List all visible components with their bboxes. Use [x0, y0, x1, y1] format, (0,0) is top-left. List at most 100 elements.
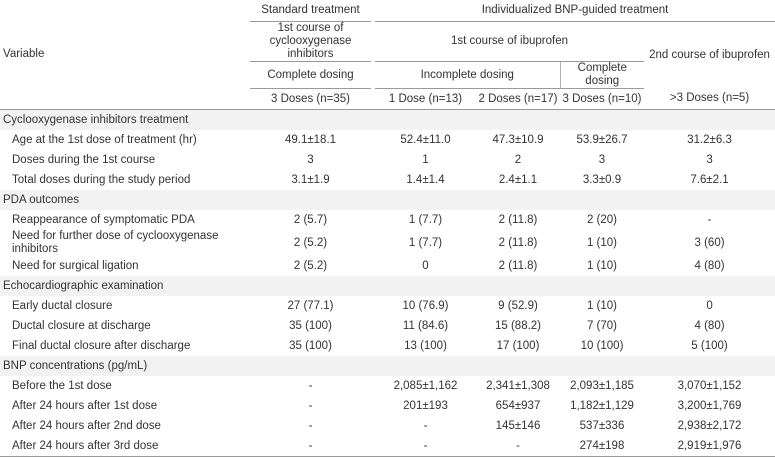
row-label: Ductal closure at discharge	[12, 319, 151, 332]
table-body: Cyclooxygenase inhibitors treatment Age a…	[0, 109, 775, 457]
table-cell: 2	[514, 153, 522, 166]
table-cell: 1.4±1.4	[406, 173, 445, 186]
section-row: PDA outcomes	[0, 190, 775, 210]
row-label: After 24 hours after 2nd dose	[12, 419, 161, 432]
table-cell: 31.2±6.3	[687, 133, 732, 146]
table-cell: 3.3±0.9	[582, 173, 622, 186]
ibuprofen-course1-header: 1st course of ibuprofen	[375, 21, 644, 62]
complete-dosing-header: Complete dosing	[559, 61, 644, 89]
table-cell: 201±193	[403, 399, 448, 412]
section-row: BNP concentrations (pg/mL)	[0, 356, 775, 376]
table-row: After 24 hours after 3rd dose - - -274±198 2…	[0, 436, 775, 457]
section-title: Echocardiographic examination	[0, 276, 775, 296]
table-row: Total doses during the study period 3.1±1…	[0, 170, 775, 190]
table-cell: -	[308, 419, 313, 432]
table-cell: 0	[706, 299, 713, 312]
table-cell: 2 (20)	[586, 213, 618, 226]
row-label: Reappearance of symptomatic PDA	[12, 213, 195, 226]
table-cell: 654±937	[495, 399, 541, 412]
std-course-header: 1st course of cyclooxygenase inhibitors	[250, 21, 371, 62]
table-cell: 1 (10)	[586, 299, 618, 312]
table-cell: 15 (88.2)	[494, 319, 542, 332]
table-header: Variable Standard treatment Individualiz…	[0, 0, 775, 110]
table-cell: -	[250, 436, 371, 457]
table-cell: 2 (11.8)	[498, 259, 538, 272]
table-cell: 52.4±11.0	[400, 133, 451, 146]
standard-treatment-header: Standard treatment	[250, 0, 371, 22]
table-cell: 3,200±1,769	[677, 399, 742, 412]
std-dosing-header: Complete dosing	[250, 61, 371, 89]
row-label: Total doses during the study period	[12, 173, 191, 186]
table-row: After 24 hours after 1st dose - 201±193 654…	[0, 396, 775, 416]
table-cell: 145±146	[495, 419, 541, 432]
table-cell: 2,938±2,172	[677, 419, 742, 432]
table-cell: 2 (5.7)	[293, 213, 328, 226]
incomplete-dosing-header: Incomplete dosing	[375, 61, 560, 89]
section-row: Cyclooxygenase inhibitors treatment	[0, 109, 775, 130]
table-cell: 3 (60)	[694, 236, 725, 249]
table-cell: 17 (100)	[496, 339, 540, 352]
table-cell: 2 (11.8)	[498, 236, 538, 249]
table-cell: -	[308, 399, 313, 412]
table-cell: 2,341±1,308	[486, 379, 550, 392]
table-cell: 4 (80)	[694, 259, 725, 272]
table-row: Ductal closure at discharge 35 (100) 11 (8…	[0, 316, 775, 336]
individualized-treatment-header: Individualized BNP-guided treatment	[375, 0, 775, 22]
group-header: 2 Doses (n=17)	[476, 88, 560, 110]
table-cell: 35 (100)	[289, 339, 332, 352]
table-cell: 2 (5.2)	[293, 236, 328, 249]
table-cell: -	[707, 213, 712, 226]
group-header: >3 Doses (n=5)	[644, 88, 775, 110]
table-cell: 11 (84.6)	[402, 319, 449, 332]
table-cell: 2,093±1,185	[570, 379, 634, 392]
table-cell: -	[308, 379, 313, 392]
table-cell: 10 (100)	[580, 339, 624, 352]
section-title: BNP concentrations (pg/mL)	[0, 356, 775, 376]
table-cell: -	[375, 436, 476, 457]
table-cell: 9 (52.9)	[498, 299, 538, 312]
section-row: Echocardiographic examination	[0, 276, 775, 296]
row-label: Final ductal closure after discharge	[12, 339, 191, 352]
table-cell: 2,085±1,162	[393, 379, 458, 392]
table-cell: 1	[422, 153, 429, 166]
table-cell: 2 (5.2)	[293, 259, 328, 272]
table-cell: 4 (80)	[694, 319, 725, 332]
table-cell: 13 (100)	[404, 339, 447, 352]
table-row: Need for further dose of cyclooxygenase …	[0, 230, 775, 256]
table-cell: -	[476, 436, 560, 457]
table-cell: 47.3±10.9	[492, 133, 544, 146]
table-row: Doses during the 1st course 3 1 2 3 3	[0, 150, 775, 170]
table-row: After 24 hours after 2nd dose - - 145±146 53…	[0, 416, 775, 436]
table-cell: 53.9±26.7	[576, 133, 628, 146]
table-cell: 1 (10)	[586, 259, 618, 272]
ibuprofen-course2-header: 2nd course of ibuprofen	[649, 48, 770, 61]
table-cell: 0	[422, 259, 429, 272]
group-header: 3 Doses (n=35)	[250, 88, 371, 110]
table-cell: 5 (100)	[691, 339, 728, 352]
table-cell: -	[423, 419, 428, 432]
table-row: Early ductal closure 27 (77.1) 10 (76.9) 9 …	[0, 296, 775, 316]
table-cell: 1 (10)	[586, 236, 618, 249]
table-cell: 2 (11.8)	[498, 213, 538, 226]
table-cell: 2.4±1.1	[498, 173, 538, 186]
variable-header: Variable	[0, 0, 250, 110]
table-row: Final ductal closure after discharge 35 (…	[0, 336, 775, 356]
row-label: After 24 hours after 3rd dose	[0, 436, 250, 457]
table-cell: 2,919±1,976	[644, 436, 775, 457]
table-cell: 537±336	[579, 419, 625, 432]
row-label: Need for surgical ligation	[12, 259, 139, 272]
row-label: Before the 1st dose	[12, 379, 112, 392]
table-cell: 3	[598, 153, 606, 166]
table-row: Before the 1st dose - 2,085±1,162 2,341±1,3…	[0, 376, 775, 396]
table-cell: 1 (7.7)	[408, 236, 443, 249]
row-label: Need for further dose of cyclooxygenase …	[12, 230, 219, 255]
section-title: Cyclooxygenase inhibitors treatment	[0, 109, 775, 130]
table-cell: 7 (70)	[586, 319, 618, 332]
table-cell: 27 (77.1)	[287, 299, 334, 312]
table-cell: 274±198	[560, 436, 644, 457]
row-label: Age at the 1st dose of treatment (hr)	[12, 133, 197, 146]
table-cell: 3	[307, 153, 314, 166]
row-label: After 24 hours after 1st dose	[12, 399, 158, 412]
